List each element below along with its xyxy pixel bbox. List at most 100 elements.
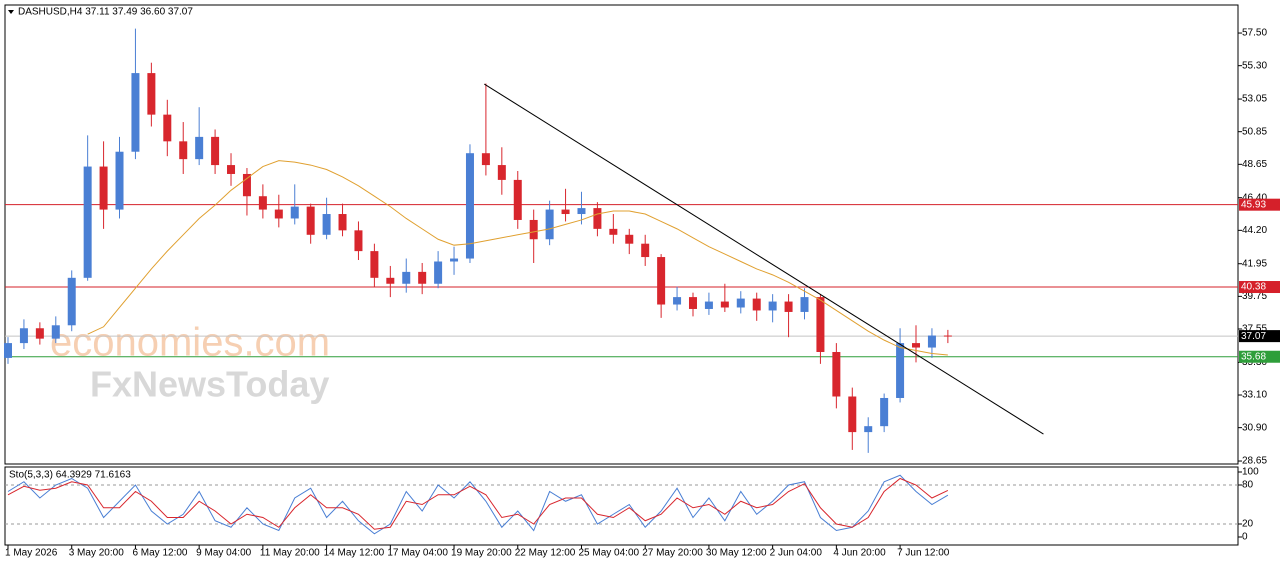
candle-body (322, 214, 331, 235)
x-tick-label: 7 Jun 12:00 (897, 548, 950, 559)
y-tick-label: 46.40 (1242, 192, 1267, 203)
y-tick-label: 55.30 (1242, 60, 1267, 71)
candle-body (784, 301, 793, 312)
candle-body (386, 277, 395, 284)
watermark: economies.com (50, 321, 330, 365)
candle-body (131, 73, 140, 152)
candle-body (19, 328, 28, 344)
x-tick-label: 3 May 20:00 (69, 548, 124, 559)
candle-body (657, 257, 666, 305)
y-tick-label: 100 (1242, 467, 1259, 478)
candle-body (163, 114, 172, 142)
y-tick-label: 39.75 (1242, 291, 1267, 302)
candle-body (51, 325, 60, 339)
candle-body (927, 335, 936, 348)
y-tick-label: 48.65 (1242, 159, 1267, 170)
level-label: 45.93 (1241, 199, 1266, 210)
candle-body (83, 166, 92, 278)
level-label-box (1239, 198, 1280, 211)
y-tick-label: 0 (1242, 532, 1248, 543)
candle-body (880, 397, 889, 427)
candle-body (354, 230, 363, 252)
candle-body (609, 228, 618, 235)
candle-body (800, 297, 809, 312)
candle-body (450, 258, 459, 262)
x-tick-label: 30 May 12:00 (706, 548, 767, 559)
y-tick-label: 20 (1242, 519, 1254, 530)
candle-body (67, 277, 76, 326)
candle-body (561, 209, 570, 215)
level-label-box (1239, 350, 1280, 363)
indicator-title: Sto(5,3,3) 64.3929 71.6163 (9, 470, 131, 481)
trendline (484, 83, 1044, 435)
candle-body (147, 73, 156, 115)
candle-body (673, 297, 682, 305)
candle-body (545, 209, 554, 240)
candle-body (736, 298, 745, 308)
candle-body (752, 298, 761, 311)
candle-body (513, 179, 522, 220)
y-tick-label: 37.55 (1242, 324, 1267, 335)
candle-body (227, 165, 236, 174)
x-tick-label: 1 May 2026 (5, 548, 58, 559)
candle-body (370, 251, 379, 278)
candle-body (577, 208, 586, 215)
menu-arrow[interactable] (8, 10, 14, 14)
candle-body (179, 141, 188, 160)
indicator-line (7, 474, 949, 535)
candle-body (290, 206, 299, 219)
candle-body (720, 301, 729, 308)
candle-body (768, 301, 777, 311)
x-tick-label: 27 May 20:00 (642, 548, 703, 559)
candle-body (4, 343, 12, 358)
candle-body (35, 328, 44, 339)
moving-average (87, 160, 948, 356)
candle-body (625, 234, 634, 244)
x-tick-label: 19 May 20:00 (451, 548, 512, 559)
y-tick-label: 44.20 (1242, 225, 1267, 236)
candle-body (848, 396, 857, 433)
candle-body (688, 297, 697, 309)
indicator-line (7, 477, 949, 530)
candle-body (497, 165, 506, 180)
candle-body (529, 219, 538, 240)
y-tick-label: 53.05 (1242, 94, 1267, 105)
candle-body (465, 153, 474, 259)
x-tick-label: 22 May 12:00 (515, 548, 576, 559)
level-label: 40.38 (1241, 282, 1266, 293)
candle-body (195, 136, 204, 160)
candle-body (704, 301, 713, 309)
candle-body (211, 136, 220, 166)
candle-body (402, 271, 411, 284)
candle-body (242, 173, 251, 197)
candle-body (306, 206, 315, 235)
watermark: FxNewsToday (90, 364, 329, 405)
candle-body (274, 209, 283, 219)
x-tick-label: 11 May 20:00 (260, 548, 320, 559)
y-tick-label: 80 (1242, 480, 1254, 491)
candle-body (864, 426, 873, 433)
x-tick-label: 25 May 04:00 (578, 548, 639, 559)
x-tick-label: 17 May 04:00 (387, 548, 448, 559)
level-label-box (1239, 281, 1280, 294)
stoch-panel (4, 466, 1239, 546)
candle-body (258, 196, 267, 210)
y-tick-label: 28.65 (1242, 456, 1267, 467)
candle-body (912, 343, 921, 348)
candle-body (832, 351, 841, 397)
candle-body (816, 297, 825, 352)
x-tick-label: 6 May 12:00 (132, 548, 187, 559)
candle-body (896, 343, 905, 398)
x-tick-label: 14 May 12:00 (324, 548, 385, 559)
x-tick-label: 4 Jun 20:00 (833, 548, 886, 559)
header: DASHUSD,H4 37.11 37.49 36.60 37.07 (18, 7, 193, 18)
y-tick-label: 30.90 (1242, 422, 1267, 433)
candle-body (99, 166, 108, 210)
y-tick-label: 33.10 (1242, 390, 1267, 401)
y-tick-label: 50.85 (1242, 126, 1267, 137)
candle-body (481, 153, 490, 166)
y-tick-label: 41.95 (1242, 258, 1267, 269)
level-label: 35.68 (1241, 351, 1266, 362)
